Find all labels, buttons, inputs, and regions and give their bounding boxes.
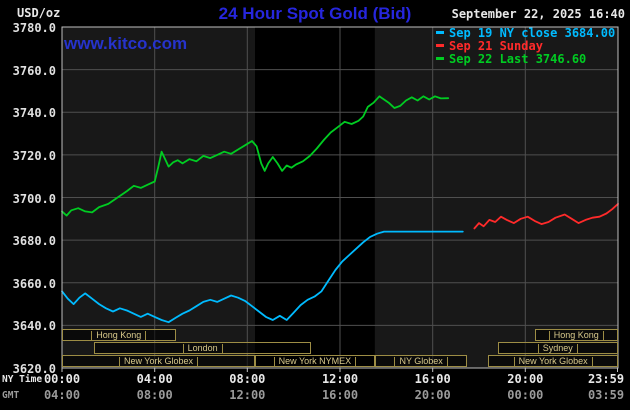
- y-axis-tick-label: 3640.0: [12, 319, 56, 334]
- session-bar-new-york-nymex: New York NYMEX: [255, 355, 375, 367]
- legend-marker-icon: [436, 31, 444, 34]
- session-bar-london: London: [94, 342, 311, 354]
- x-axis-ny-tick-label: 20:00: [507, 372, 544, 386]
- x-axis-gmt-tick-label: 03:59: [587, 388, 625, 402]
- session-label: New York NYMEX: [273, 356, 357, 366]
- legend-item-sep22: Sep 22 Last 3746.60: [436, 51, 615, 66]
- x-axis-gmt-tick-label: 00:00: [507, 388, 544, 402]
- y-axis-tick-label: 3620.0: [12, 362, 56, 376]
- legend-label: Sep 22 Last 3746.60: [449, 51, 587, 66]
- chart-legend: Sep 19 NY close 3684.00 Sep 21 Sunday Se…: [436, 25, 616, 66]
- x-axis-ny-tick-label: 16:00: [414, 372, 451, 386]
- x-axis-ny-tick-label: 00:00: [43, 372, 81, 386]
- y-axis-tick-label: 3680.0: [12, 234, 56, 249]
- x-axis-ny-tick-label: 12:00: [321, 372, 359, 386]
- chart-datetime: September 22, 2025 16:40: [451, 7, 625, 21]
- session-label: Hong Kong: [548, 330, 604, 340]
- x-axis-gmt-tick-label: 04:00: [43, 388, 81, 402]
- session-label: London: [182, 343, 223, 353]
- session-label: NY Globex: [394, 356, 448, 366]
- y-axis-units-label: USD/oz: [17, 6, 61, 20]
- x-axis-gmt-tick-label: 20:00: [414, 388, 451, 402]
- x-axis-gmt-tick-label: 12:00: [229, 388, 266, 402]
- kitco-watermark-link[interactable]: www.kitco.com: [64, 34, 188, 53]
- session-bar-sydney: Sydney: [497, 342, 618, 354]
- legend-item-sep19: Sep 19 NY close 3684.00: [436, 25, 616, 40]
- session-label: Sydney: [537, 343, 578, 353]
- session-bar-new-york-globex: New York Globex: [62, 355, 255, 367]
- legend-marker-icon: [436, 44, 444, 47]
- y-axis-tick-label: 3720.0: [12, 148, 56, 163]
- price-line-sep-19-ny-close: [61, 230, 464, 324]
- session-label: New York Globex: [513, 356, 593, 366]
- y-axis-tick-label: 3760.0: [12, 63, 56, 78]
- price-line-sep-21-sunday: [473, 202, 619, 230]
- price-line-sep-22-last: [61, 95, 450, 217]
- x-axis-ny-tick-label: 23:59: [587, 372, 625, 386]
- session-label: New York Globex: [118, 356, 199, 366]
- x-axis-ny-tick-label: 04:00: [136, 372, 173, 386]
- legend-item-sep21: Sep 21 Sunday: [436, 38, 615, 53]
- session-label: Hong Kong: [91, 330, 147, 340]
- legend-marker-icon: [436, 57, 444, 60]
- x-axis-gmt-tick-label: 08:00: [136, 388, 173, 402]
- session-bar-ny-globex: NY Globex: [374, 355, 468, 367]
- gmt-axis-label: GMT: [2, 390, 20, 401]
- y-axis-tick-label: 3740.0: [12, 106, 56, 121]
- x-axis-ny-tick-label: 08:00: [229, 372, 266, 386]
- legend-label: Sep 19 NY close 3684.00: [449, 25, 616, 40]
- session-bar-hong-kong: Hong Kong: [534, 329, 618, 341]
- x-axis-gmt-tick-label: 16:00: [321, 388, 359, 402]
- session-bar-hong-kong: Hong Kong: [62, 329, 176, 341]
- y-axis-tick-label: 3660.0: [12, 276, 56, 291]
- page-title: 24 Hour Spot Gold (Bid): [218, 4, 412, 23]
- session-bar-new-york-globex: New York Globex: [488, 355, 618, 367]
- ny-time-axis-label: NY Time: [2, 374, 43, 385]
- y-axis-tick-label: 3700.0: [12, 191, 56, 206]
- y-axis-tick-label: 3780.0: [12, 21, 56, 35]
- legend-label: Sep 21 Sunday: [449, 38, 543, 53]
